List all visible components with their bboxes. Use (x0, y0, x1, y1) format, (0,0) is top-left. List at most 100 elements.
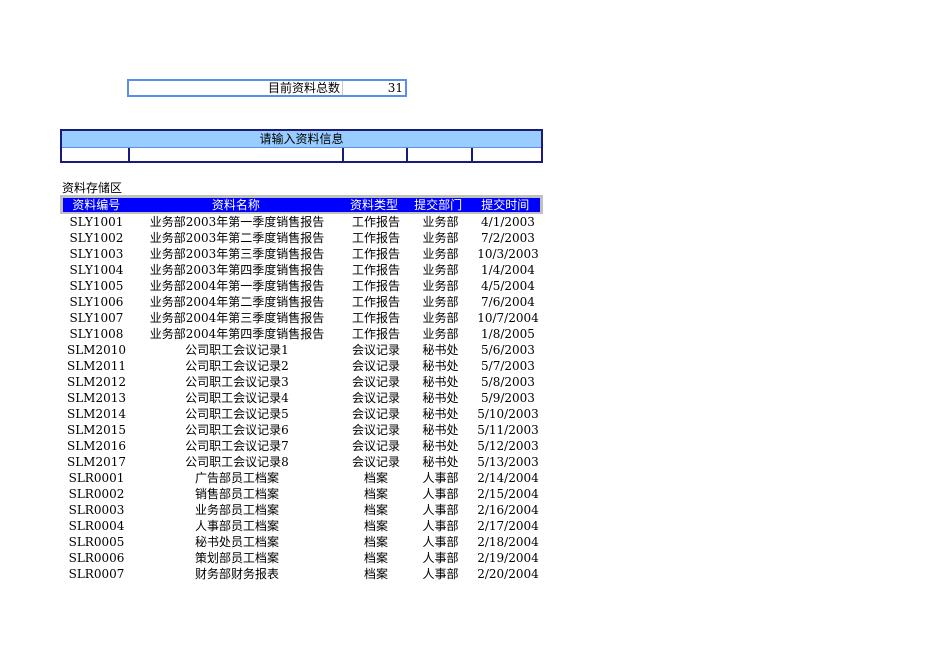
cell-date[interactable]: 10/3/2003 (477, 247, 539, 261)
cell-dept[interactable]: 秘书处 (422, 375, 459, 389)
cell-dept[interactable]: 业务部 (422, 247, 459, 261)
cell-date[interactable]: 10/7/2004 (477, 311, 539, 325)
cell-name[interactable]: 财务部财务报表 (194, 567, 279, 581)
cell-name[interactable]: 业务部员工档案 (194, 503, 279, 517)
cell-dept[interactable]: 秘书处 (422, 455, 459, 469)
cell-dept[interactable]: 人事部 (422, 503, 459, 517)
cell-name[interactable]: 公司职工会议记录5 (185, 407, 289, 421)
cell-name[interactable]: 业务部2004年第三季度销售报告 (149, 311, 325, 325)
cell-dept[interactable]: 业务部 (422, 215, 459, 229)
cell-dept[interactable]: 业务部 (422, 263, 459, 277)
cell-date[interactable]: 7/6/2004 (481, 295, 535, 309)
cell-type[interactable]: 档案 (363, 519, 388, 533)
cell-dept[interactable]: 人事部 (422, 551, 459, 565)
cell-type[interactable]: 会议记录 (351, 423, 400, 437)
cell-dept[interactable]: 业务部 (422, 295, 459, 309)
cell-name[interactable]: 业务部2004年第二季度销售报告 (149, 295, 325, 309)
cell-name[interactable]: 公司职工会议记录4 (185, 391, 289, 405)
cell-id[interactable]: SLY1002 (69, 231, 124, 245)
cell-date[interactable]: 5/11/2003 (477, 423, 539, 437)
cell-name[interactable]: 公司职工会议记录6 (185, 423, 289, 437)
cell-dept[interactable]: 秘书处 (422, 359, 459, 373)
cell-dept[interactable]: 业务部 (422, 327, 459, 341)
input-date-cell[interactable] (473, 148, 541, 162)
cell-id[interactable]: SLR0006 (68, 551, 125, 565)
cell-dept[interactable]: 秘书处 (422, 439, 459, 453)
cell-id[interactable]: SLM2010 (66, 343, 126, 357)
input-name-cell[interactable] (130, 148, 344, 162)
cell-type[interactable]: 会议记录 (351, 455, 400, 469)
cell-type[interactable]: 工作报告 (351, 311, 400, 325)
cell-dept[interactable]: 人事部 (422, 535, 459, 549)
cell-date[interactable]: 4/1/2003 (481, 215, 535, 229)
cell-name[interactable]: 公司职工会议记录8 (185, 455, 289, 469)
cell-type[interactable]: 档案 (363, 503, 388, 517)
cell-type[interactable]: 工作报告 (351, 215, 400, 229)
cell-name[interactable]: 公司职工会议记录7 (185, 439, 289, 453)
cell-type[interactable]: 会议记录 (351, 359, 400, 373)
cell-dept[interactable]: 人事部 (422, 487, 459, 501)
cell-id[interactable]: SLR0001 (68, 471, 125, 485)
cell-id[interactable]: SLR0004 (68, 519, 125, 533)
cell-date[interactable]: 7/2/2003 (481, 231, 535, 245)
cell-type[interactable]: 工作报告 (351, 295, 400, 309)
cell-type[interactable]: 档案 (363, 471, 388, 485)
cell-name[interactable]: 人事部员工档案 (194, 519, 279, 533)
cell-name[interactable]: 业务部2004年第四季度销售报告 (149, 327, 325, 341)
cell-name[interactable]: 公司职工会议记录3 (185, 375, 289, 389)
cell-id[interactable]: SLR0007 (68, 567, 125, 581)
cell-date[interactable]: 2/18/2004 (477, 535, 539, 549)
cell-date[interactable]: 2/15/2004 (477, 487, 539, 501)
cell-id[interactable]: SLY1001 (69, 215, 124, 229)
cell-date[interactable]: 4/5/2004 (481, 279, 535, 293)
cell-date[interactable]: 5/13/2003 (477, 455, 539, 469)
cell-type[interactable]: 档案 (363, 551, 388, 565)
total-count-value[interactable]: 31 (387, 81, 403, 95)
cell-dept[interactable]: 秘书处 (422, 343, 459, 357)
cell-id[interactable]: SLY1005 (69, 279, 124, 293)
cell-name[interactable]: 业务部2003年第三季度销售报告 (149, 247, 325, 261)
cell-dept[interactable]: 人事部 (422, 519, 459, 533)
input-id-cell[interactable] (62, 148, 130, 162)
cell-name[interactable]: 销售部员工档案 (194, 487, 279, 501)
cell-type[interactable]: 工作报告 (351, 231, 400, 245)
cell-id[interactable]: SLM2012 (66, 375, 126, 389)
cell-date[interactable]: 5/12/2003 (477, 439, 539, 453)
cell-dept[interactable]: 业务部 (422, 311, 459, 325)
cell-id[interactable]: SLM2015 (66, 423, 126, 437)
cell-type[interactable]: 档案 (363, 535, 388, 549)
input-type-cell[interactable] (344, 148, 408, 162)
cell-name[interactable]: 业务部2003年第四季度销售报告 (149, 263, 325, 277)
cell-date[interactable]: 1/4/2004 (481, 263, 535, 277)
cell-dept[interactable]: 人事部 (422, 471, 459, 485)
cell-dept[interactable]: 人事部 (422, 567, 459, 581)
cell-dept[interactable]: 秘书处 (422, 407, 459, 421)
cell-name[interactable]: 业务部2003年第二季度销售报告 (149, 231, 325, 245)
cell-date[interactable]: 1/8/2005 (481, 327, 535, 341)
cell-date[interactable]: 5/8/2003 (481, 375, 535, 389)
cell-name[interactable]: 公司职工会议记录2 (185, 359, 289, 373)
cell-id[interactable]: SLR0003 (68, 503, 125, 517)
cell-date[interactable]: 2/20/2004 (477, 567, 539, 581)
cell-date[interactable]: 5/10/2003 (477, 407, 539, 421)
cell-id[interactable]: SLM2014 (66, 407, 126, 421)
cell-id[interactable]: SLY1004 (69, 263, 124, 277)
cell-date[interactable]: 2/19/2004 (477, 551, 539, 565)
cell-id[interactable]: SLM2011 (66, 359, 126, 373)
cell-type[interactable]: 工作报告 (351, 247, 400, 261)
cell-dept[interactable]: 秘书处 (422, 391, 459, 405)
cell-date[interactable]: 5/6/2003 (481, 343, 535, 357)
cell-id[interactable]: SLY1007 (69, 311, 124, 325)
cell-name[interactable]: 业务部2003年第一季度销售报告 (149, 215, 325, 229)
cell-date[interactable]: 2/14/2004 (477, 471, 539, 485)
cell-type[interactable]: 工作报告 (351, 279, 400, 293)
cell-id[interactable]: SLM2017 (66, 455, 126, 469)
cell-type[interactable]: 会议记录 (351, 343, 400, 357)
cell-name[interactable]: 业务部2004年第一季度销售报告 (149, 279, 325, 293)
cell-id[interactable]: SLY1006 (69, 295, 124, 309)
cell-name[interactable]: 秘书处员工档案 (194, 535, 279, 549)
cell-name[interactable]: 策划部员工档案 (194, 551, 279, 565)
cell-type[interactable]: 会议记录 (351, 375, 400, 389)
cell-id[interactable]: SLM2016 (66, 439, 126, 453)
cell-id[interactable]: SLR0002 (68, 487, 125, 501)
